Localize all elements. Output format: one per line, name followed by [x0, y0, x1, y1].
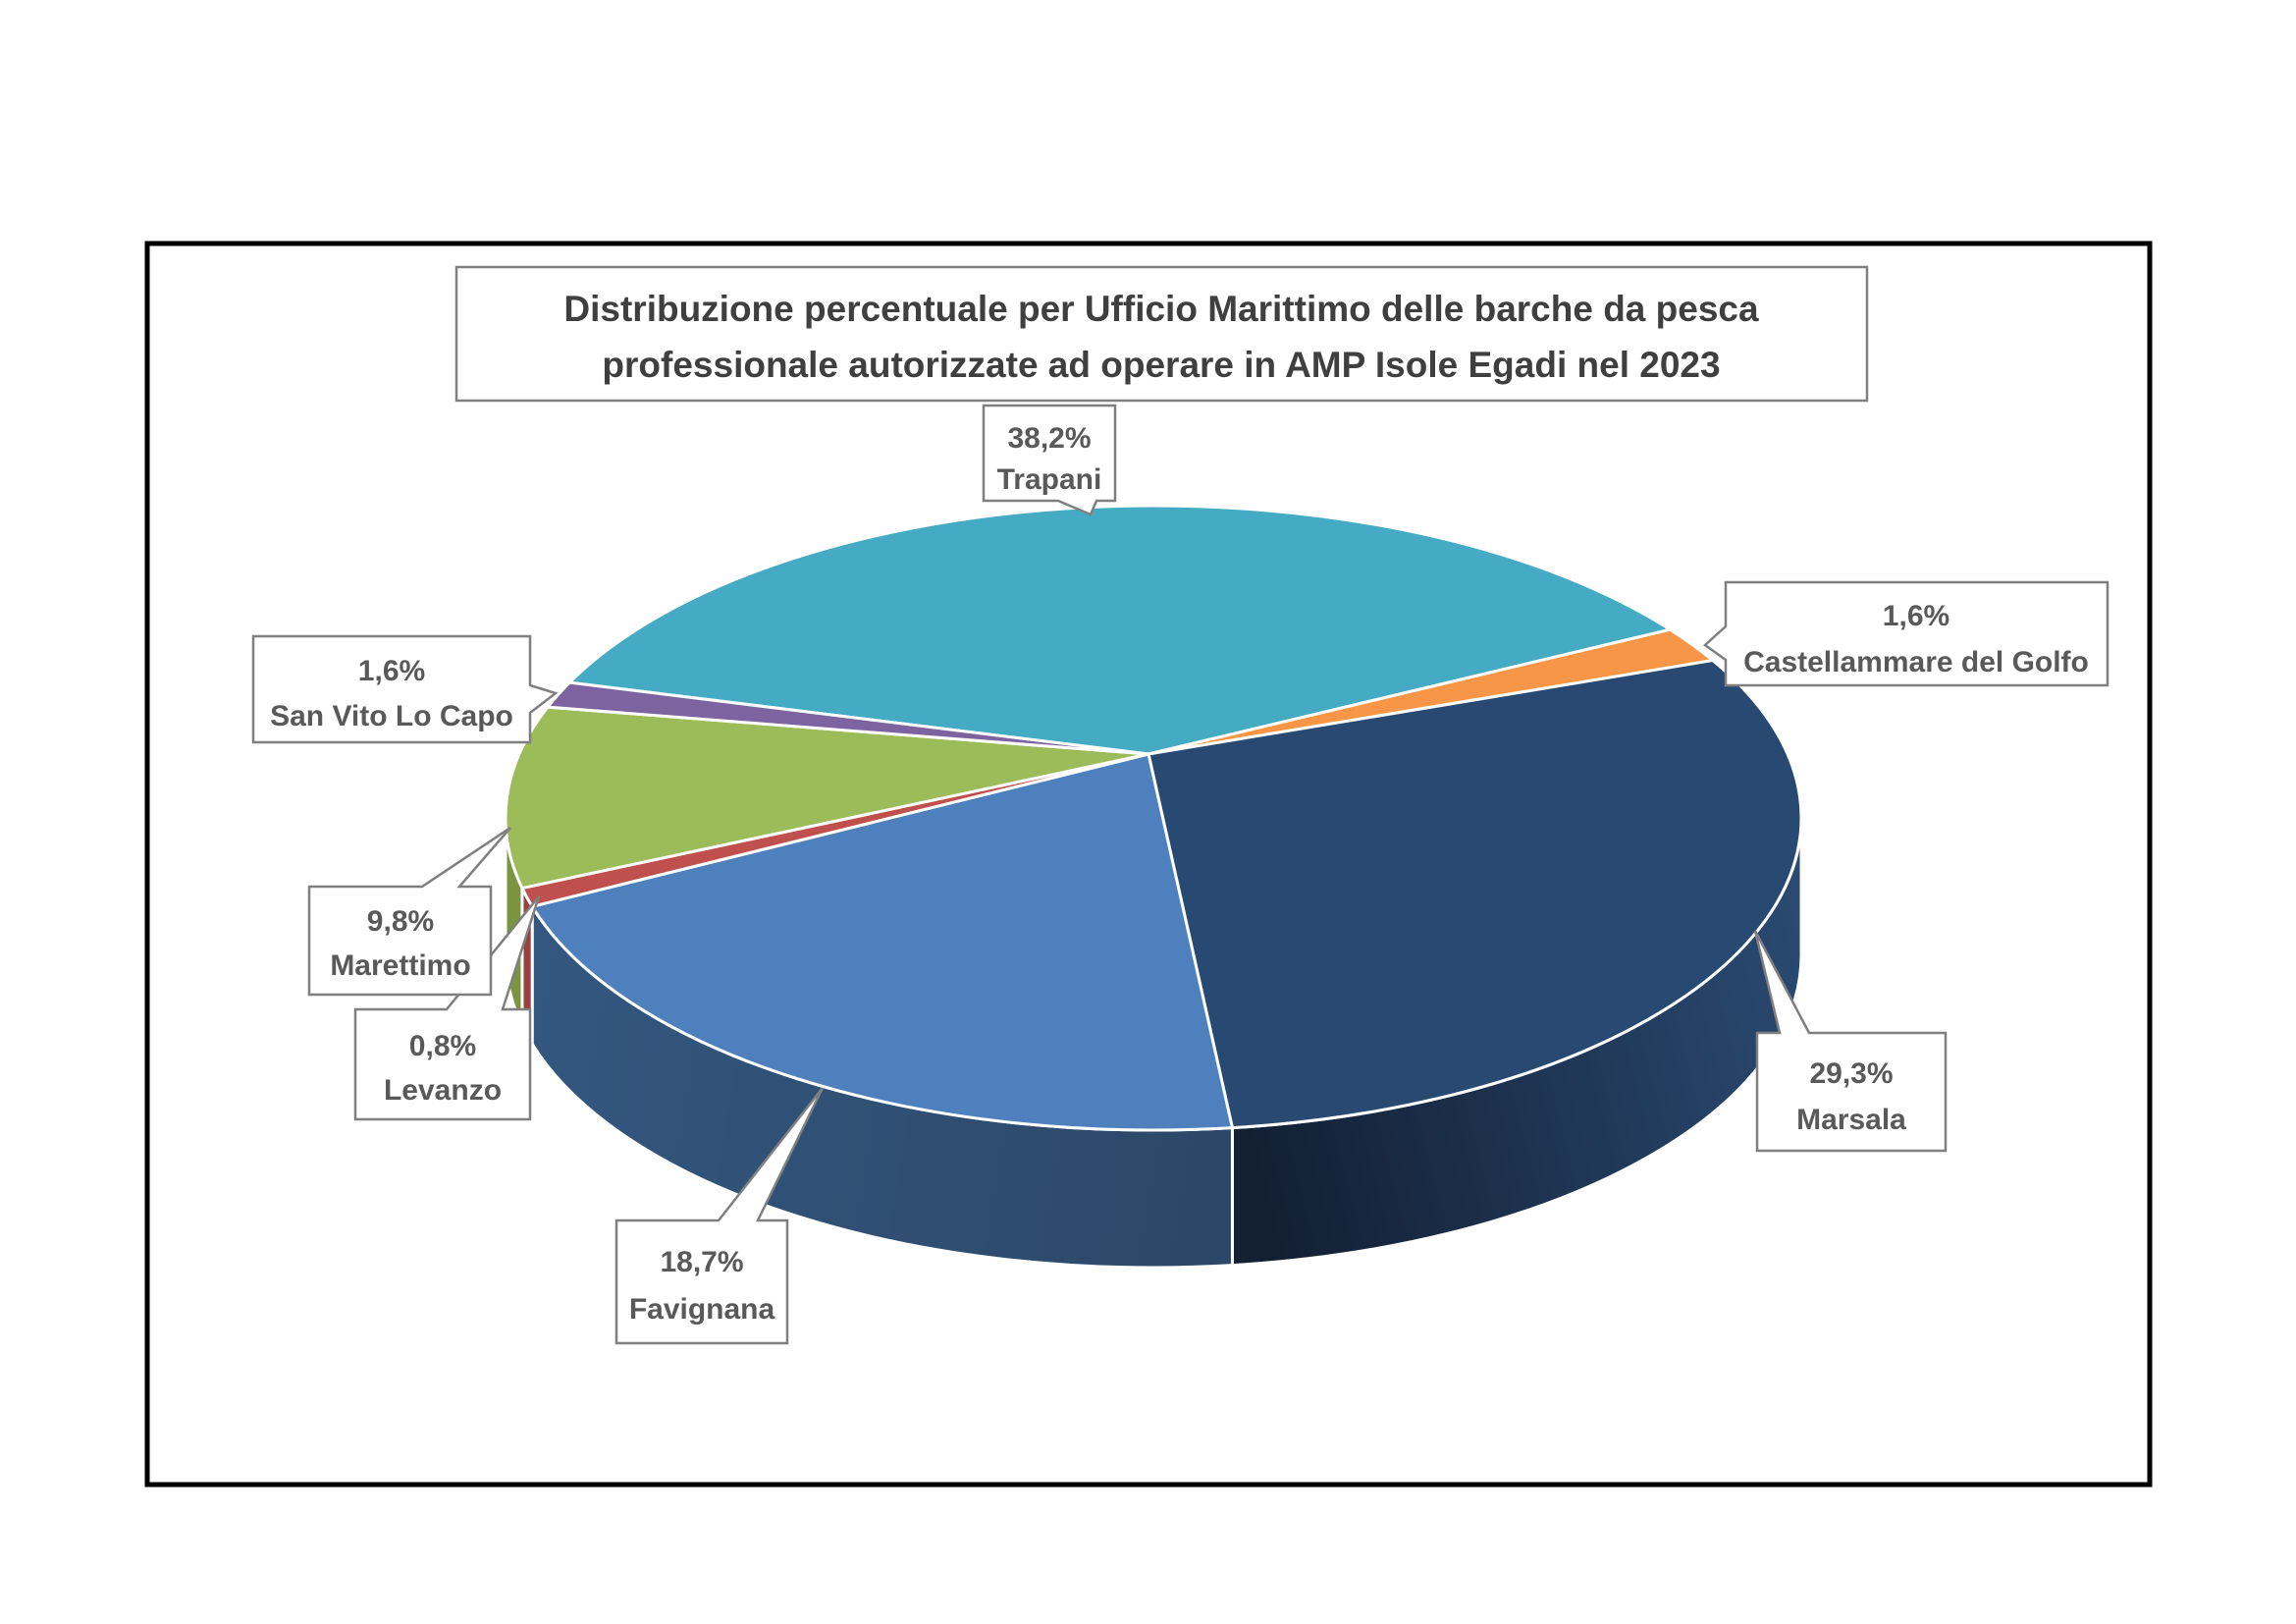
- callout-box: [251, 634, 559, 744]
- callout-box: [1703, 580, 2109, 687]
- pie-slice-marettimo: [504, 705, 1150, 891]
- callout-label: Castellammare del Golfo: [1743, 646, 2089, 678]
- callout-favignana: 18,7% Favignana: [614, 1087, 825, 1345]
- callout-label: Marsala: [1796, 1104, 1906, 1136]
- chart-title-border: [454, 265, 1869, 403]
- callout-percent: 1,6%: [1883, 600, 1949, 632]
- callout-percent: 38,2%: [1007, 422, 1091, 455]
- pie-slice-marsala: [1147, 659, 1803, 1130]
- callout-percent: 29,3%: [1809, 1057, 1893, 1090]
- pie-slice-favignana: [530, 752, 1234, 1132]
- callout-marettimo: 9,8% Marettimo: [307, 826, 511, 997]
- callout-levanzo: 0,8% Levanzo: [353, 895, 541, 1121]
- callout-box: [614, 1087, 825, 1345]
- callout-box: [982, 404, 1117, 516]
- chart-title-box: Distribuzione percentuale per Ufficio Ma…: [454, 265, 1869, 403]
- callout-castellammare-del-golfo: 1,6% Castellammare del Golfo: [1703, 580, 2109, 687]
- callout-label: San Vito Lo Capo: [270, 700, 513, 732]
- callout-label: Marettimo: [330, 949, 470, 982]
- chart-title-line-1: Distribuzione percentuale per Ufficio Ma…: [563, 289, 1759, 329]
- callout-percent: 18,7%: [660, 1246, 743, 1278]
- callout-percent: 0,8%: [409, 1030, 476, 1062]
- callout-label: Trapani: [997, 463, 1102, 496]
- callout-box: [307, 826, 511, 997]
- callout-san-vito-lo-capo: 1,6% San Vito Lo Capo: [251, 634, 559, 744]
- callout-trapani: 38,2% Trapani: [982, 404, 1117, 516]
- callout-box: [1753, 930, 1948, 1153]
- callout-label: Levanzo: [384, 1074, 502, 1107]
- callout-marsala: 29,3% Marsala: [1753, 930, 1948, 1153]
- callout-group: 38,2% Trapani 1,6% Castellammare del Golfo 2…: [251, 404, 2109, 1345]
- pie-group: [504, 504, 1803, 1270]
- callout-percent: 9,8%: [367, 905, 434, 938]
- chart-title-line-2: professionale autorizzate ad operare in …: [602, 345, 1720, 385]
- callout-percent: 1,6%: [358, 655, 425, 687]
- callout-label: Favignana: [629, 1293, 775, 1326]
- pie-slice-san-vito-lo-capo: [546, 680, 1150, 756]
